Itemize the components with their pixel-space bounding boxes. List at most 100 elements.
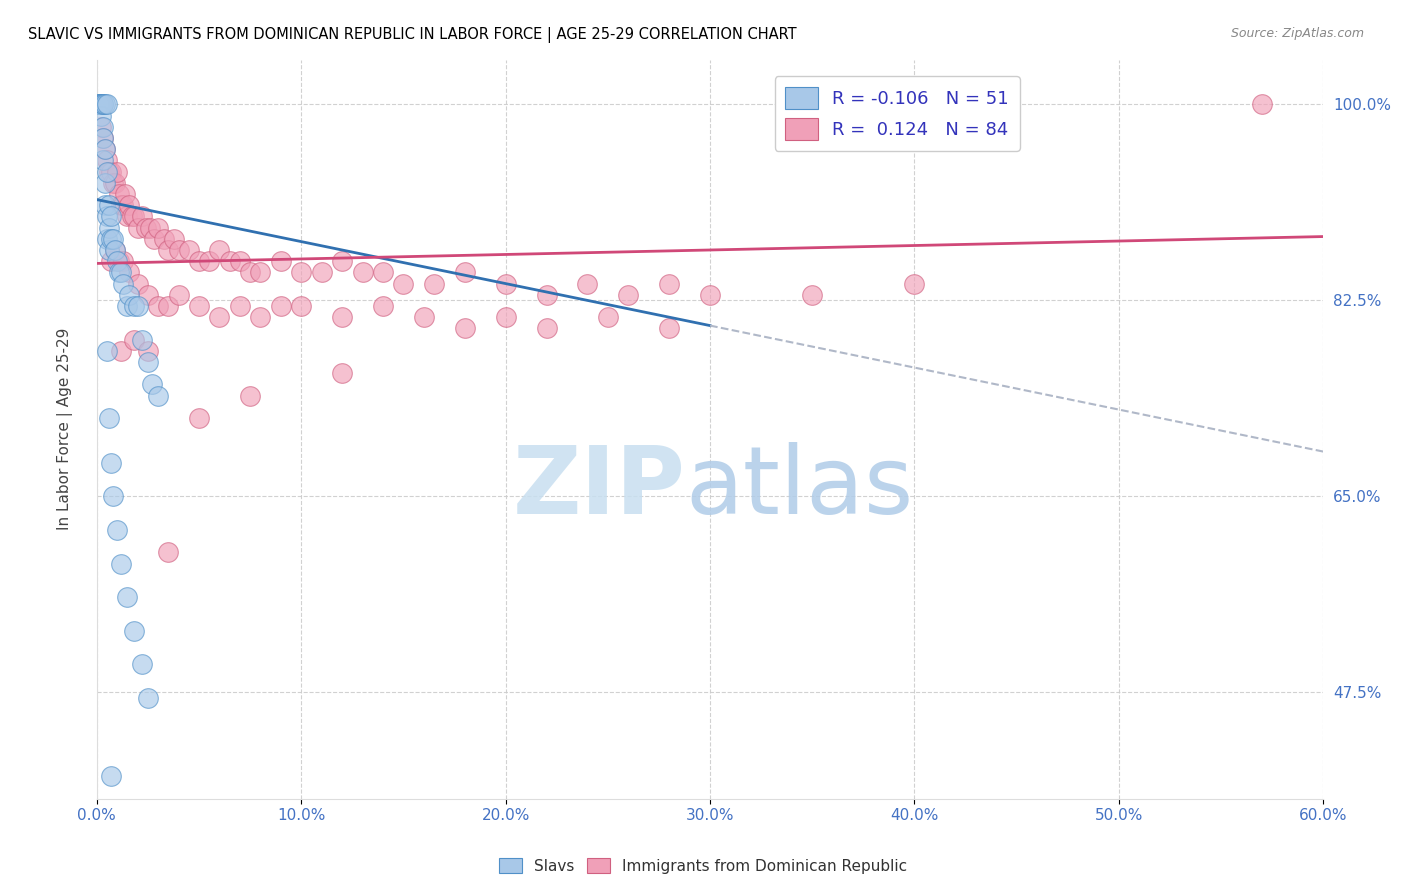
Point: [122, 624, 145, 638]
Point: [330, 310, 353, 325]
Point: [270, 299, 292, 313]
Point: [208, 310, 231, 325]
Point: [94, 142, 117, 156]
Point: [118, 198, 141, 212]
Point: [90, 120, 112, 134]
Point: [105, 254, 128, 268]
Point: [96, 343, 118, 358]
Point: [98, 220, 121, 235]
Point: [392, 277, 415, 291]
Point: [91, 97, 114, 112]
Point: [118, 287, 141, 301]
Point: [311, 265, 333, 279]
Point: [330, 366, 353, 380]
Text: SLAVIC VS IMMIGRANTS FROM DOMINICAN REPUBLIC IN LABOR FORCE | AGE 25-29 CORRELAT: SLAVIC VS IMMIGRANTS FROM DOMINICAN REPU…: [28, 27, 797, 43]
Point: [157, 243, 180, 257]
Point: [495, 277, 517, 291]
Point: [249, 265, 271, 279]
Point: [249, 310, 271, 325]
Point: [658, 277, 681, 291]
Point: [536, 287, 558, 301]
Point: [146, 299, 169, 313]
Point: [188, 254, 211, 268]
Point: [122, 299, 145, 313]
Point: [412, 310, 434, 325]
Point: [157, 299, 180, 313]
Y-axis label: In Labor Force | Age 25-29: In Labor Force | Age 25-29: [58, 328, 73, 531]
Text: ZIP: ZIP: [513, 442, 686, 534]
Point: [91, 153, 114, 168]
Point: [131, 657, 153, 672]
Point: [114, 186, 136, 201]
Point: [117, 299, 139, 313]
Point: [121, 210, 143, 224]
Point: [112, 277, 135, 291]
Point: [596, 310, 619, 325]
Point: [104, 176, 127, 190]
Point: [198, 254, 221, 268]
Point: [96, 153, 118, 168]
Point: [352, 265, 374, 279]
Point: [100, 164, 122, 178]
Point: [90, 97, 112, 112]
Point: [101, 232, 124, 246]
Point: [146, 220, 169, 235]
Point: [229, 254, 252, 268]
Point: [423, 277, 446, 291]
Point: [87, 97, 110, 112]
Point: [229, 299, 252, 313]
Point: [903, 277, 925, 291]
Point: [127, 277, 149, 291]
Point: [96, 97, 118, 112]
Point: [127, 220, 149, 235]
Point: [177, 243, 200, 257]
Point: [658, 321, 681, 335]
Point: [94, 142, 117, 156]
Point: [135, 220, 157, 235]
Text: Source: ZipAtlas.com: Source: ZipAtlas.com: [1230, 27, 1364, 40]
Point: [104, 243, 127, 257]
Point: [122, 333, 145, 347]
Point: [118, 265, 141, 279]
Point: [110, 198, 132, 212]
Point: [371, 299, 394, 313]
Point: [136, 355, 159, 369]
Point: [218, 254, 240, 268]
Point: [188, 411, 211, 425]
Point: [1251, 97, 1274, 112]
Point: [108, 254, 131, 268]
Point: [617, 287, 640, 301]
Point: [136, 690, 159, 705]
Point: [131, 210, 153, 224]
Point: [167, 287, 190, 301]
Text: atlas: atlas: [686, 442, 914, 534]
Point: [90, 97, 112, 112]
Point: [108, 186, 131, 201]
Point: [101, 489, 124, 503]
Point: [163, 232, 186, 246]
Point: [576, 277, 599, 291]
Point: [141, 377, 163, 392]
Point: [371, 265, 394, 279]
Point: [454, 265, 477, 279]
Point: [495, 310, 517, 325]
Point: [98, 411, 121, 425]
Point: [96, 164, 118, 178]
Point: [100, 232, 122, 246]
Point: [87, 97, 110, 112]
Point: [801, 287, 824, 301]
Point: [536, 321, 558, 335]
Point: [110, 557, 132, 571]
Point: [91, 131, 114, 145]
Point: [112, 254, 135, 268]
Point: [117, 210, 139, 224]
Point: [100, 769, 122, 783]
Point: [94, 176, 117, 190]
Point: [239, 388, 262, 402]
Point: [98, 198, 121, 212]
Point: [108, 265, 131, 279]
Point: [136, 287, 159, 301]
Point: [139, 220, 162, 235]
Point: [157, 545, 180, 559]
Point: [699, 287, 721, 301]
